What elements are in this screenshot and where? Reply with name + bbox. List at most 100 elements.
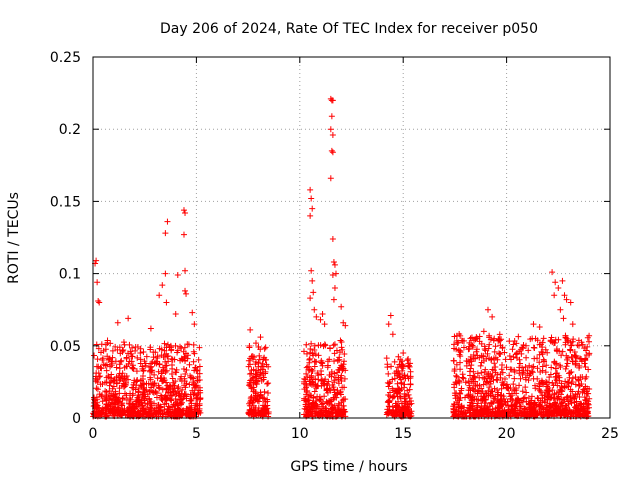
data-point bbox=[582, 357, 589, 364]
data-point bbox=[98, 365, 105, 372]
data-point bbox=[394, 380, 401, 387]
data-point bbox=[148, 381, 155, 388]
data-point bbox=[102, 379, 109, 386]
data-point bbox=[93, 385, 100, 392]
data-point bbox=[481, 368, 488, 375]
data-point bbox=[331, 341, 338, 348]
x-tick-label: 15 bbox=[394, 426, 412, 442]
data-point bbox=[197, 394, 204, 401]
data-point bbox=[585, 390, 592, 397]
data-point bbox=[130, 381, 137, 388]
data-point bbox=[248, 367, 255, 374]
data-point bbox=[528, 397, 535, 404]
data-point bbox=[255, 375, 262, 382]
data-point bbox=[530, 363, 537, 370]
data-point bbox=[469, 376, 476, 383]
data-point bbox=[489, 313, 496, 320]
data-point bbox=[515, 333, 522, 340]
data-point bbox=[458, 385, 465, 392]
data-point bbox=[148, 402, 155, 409]
data-point bbox=[330, 384, 337, 391]
data-point bbox=[540, 335, 547, 342]
data-point bbox=[94, 379, 101, 386]
data-point bbox=[261, 388, 268, 395]
x-tick-label: 0 bbox=[89, 426, 98, 442]
data-point bbox=[526, 413, 533, 420]
data-point bbox=[450, 405, 457, 412]
data-point bbox=[339, 384, 346, 391]
data-point bbox=[174, 349, 181, 356]
data-point bbox=[250, 388, 257, 395]
data-point bbox=[187, 391, 194, 398]
data-point bbox=[481, 346, 488, 353]
data-point bbox=[137, 377, 144, 384]
data-point bbox=[490, 355, 497, 362]
data-point bbox=[460, 344, 467, 351]
data-point bbox=[502, 356, 509, 363]
data-point bbox=[262, 407, 269, 414]
data-point bbox=[118, 401, 125, 408]
data-point bbox=[560, 315, 567, 322]
data-point bbox=[113, 380, 120, 387]
data-point bbox=[577, 410, 584, 417]
data-point bbox=[172, 396, 179, 403]
data-point bbox=[332, 374, 339, 381]
data-point bbox=[250, 379, 257, 386]
data-point bbox=[91, 352, 98, 359]
data-point bbox=[130, 365, 137, 372]
data-point bbox=[400, 350, 407, 357]
data-point bbox=[500, 381, 507, 388]
data-point bbox=[163, 299, 170, 306]
data-point bbox=[101, 395, 108, 402]
data-point bbox=[307, 349, 314, 356]
data-point bbox=[507, 409, 514, 416]
data-point bbox=[492, 364, 499, 371]
data-point bbox=[473, 334, 480, 341]
data-point bbox=[310, 352, 317, 359]
data-point bbox=[140, 367, 147, 374]
data-point bbox=[384, 361, 391, 368]
data-point bbox=[312, 351, 319, 358]
data-point bbox=[196, 344, 203, 351]
data-point bbox=[135, 385, 142, 392]
data-point bbox=[479, 410, 486, 417]
data-point bbox=[558, 380, 565, 387]
data-point bbox=[151, 381, 158, 388]
data-point bbox=[140, 407, 147, 414]
data-point bbox=[124, 405, 131, 412]
data-point bbox=[451, 400, 458, 407]
data-point bbox=[173, 413, 180, 420]
data-point bbox=[526, 401, 533, 408]
data-point bbox=[95, 345, 102, 352]
data-point bbox=[522, 384, 529, 391]
data-point bbox=[329, 131, 336, 138]
data-point bbox=[319, 311, 326, 318]
data-point bbox=[519, 399, 526, 406]
data-point bbox=[314, 412, 321, 419]
data-point bbox=[572, 391, 579, 398]
data-point bbox=[510, 381, 517, 388]
data-point bbox=[320, 378, 327, 385]
data-point bbox=[90, 396, 97, 403]
data-point bbox=[580, 404, 587, 411]
data-point bbox=[307, 212, 314, 219]
data-point bbox=[150, 411, 157, 418]
data-point bbox=[157, 404, 164, 411]
data-point bbox=[486, 384, 493, 391]
data-point bbox=[105, 373, 112, 380]
data-point bbox=[248, 385, 255, 392]
data-point bbox=[258, 363, 265, 370]
data-point bbox=[249, 399, 256, 406]
data-point bbox=[552, 365, 559, 372]
y-tick-label: 0.05 bbox=[50, 339, 81, 355]
data-point bbox=[573, 403, 580, 410]
data-point bbox=[303, 341, 310, 348]
data-point bbox=[401, 372, 408, 379]
data-point bbox=[114, 319, 121, 326]
data-point bbox=[407, 373, 414, 380]
data-point bbox=[340, 407, 347, 414]
data-point bbox=[534, 394, 541, 401]
data-point bbox=[178, 345, 185, 352]
data-point bbox=[385, 321, 392, 328]
data-point bbox=[580, 386, 587, 393]
